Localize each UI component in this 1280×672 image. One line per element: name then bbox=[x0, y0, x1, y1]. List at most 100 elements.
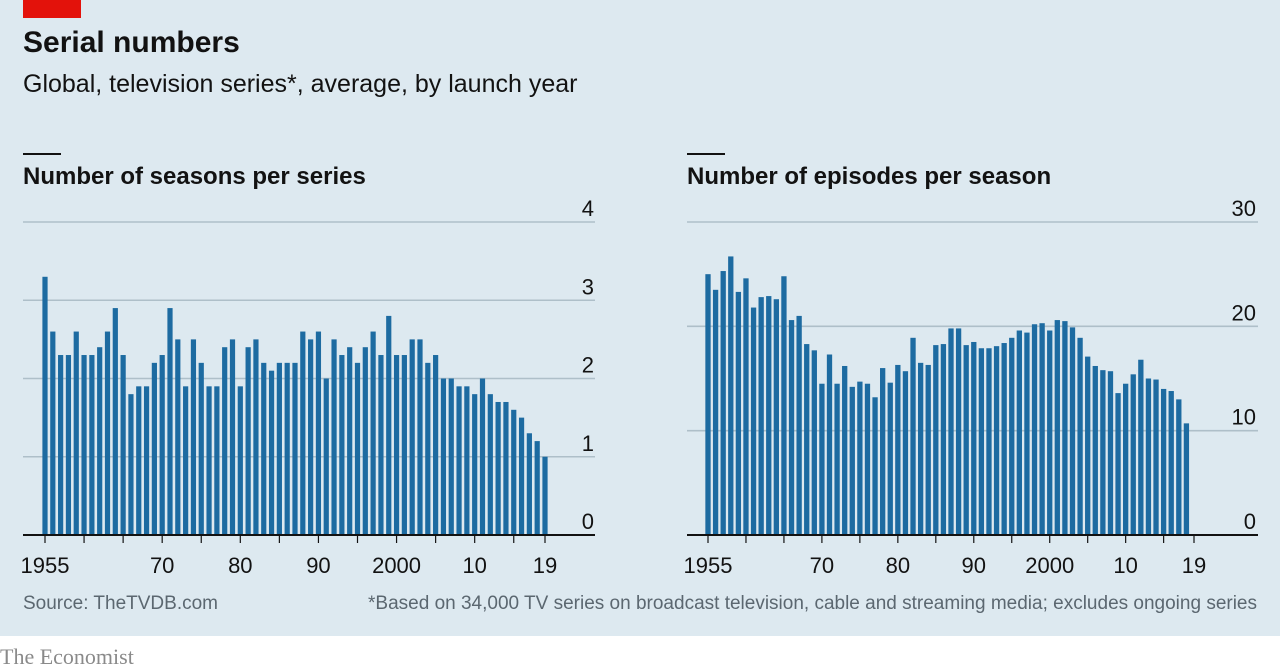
bar bbox=[511, 409, 517, 535]
bar bbox=[503, 401, 509, 535]
y-tick-label: 10 bbox=[1232, 405, 1256, 430]
y-tick-label: 4 bbox=[582, 196, 594, 221]
bar bbox=[712, 289, 719, 535]
bar bbox=[1092, 365, 1098, 535]
bar bbox=[409, 339, 415, 536]
bar bbox=[89, 355, 95, 535]
chart-1: Number of seasons per series 0 1 2 3 4 1955 70 8… bbox=[21, 153, 595, 578]
bar bbox=[104, 331, 111, 535]
chart-subtitle: Global, television series*, average, by … bbox=[23, 70, 578, 98]
bar bbox=[720, 271, 726, 535]
bar bbox=[834, 383, 840, 535]
bar bbox=[50, 331, 56, 535]
bar bbox=[42, 276, 48, 535]
x-tick-label: 2000 bbox=[372, 553, 421, 578]
bar bbox=[933, 345, 939, 535]
bar bbox=[315, 331, 322, 535]
y-tick-label: 3 bbox=[582, 274, 594, 299]
bar bbox=[826, 354, 833, 535]
bar bbox=[917, 362, 924, 535]
bar bbox=[910, 337, 916, 535]
bar bbox=[284, 362, 290, 535]
panel-title: Number of episodes per season bbox=[687, 163, 1051, 190]
chart-title: Serial numbers bbox=[23, 26, 240, 59]
bar bbox=[198, 362, 204, 535]
bar bbox=[58, 355, 64, 535]
bar bbox=[183, 386, 189, 535]
x-tick-label: 19 bbox=[533, 553, 557, 578]
y-tick-label: 2 bbox=[582, 353, 594, 378]
bar bbox=[175, 339, 181, 536]
bar bbox=[811, 350, 817, 535]
bar bbox=[1085, 356, 1091, 535]
bar bbox=[167, 308, 173, 535]
chart-panel: Serial numbers Global, television series… bbox=[0, 0, 1280, 636]
bar bbox=[425, 362, 431, 535]
bar bbox=[253, 339, 259, 536]
y-tick-label: 0 bbox=[582, 509, 594, 534]
bar bbox=[1183, 423, 1190, 535]
y-tick-label: 30 bbox=[1232, 196, 1256, 221]
bar bbox=[370, 331, 376, 535]
bar bbox=[1130, 374, 1136, 535]
bar bbox=[229, 339, 236, 536]
bar bbox=[433, 355, 439, 535]
bar bbox=[143, 386, 150, 535]
panel-title-rule bbox=[687, 153, 725, 155]
y-tick-label: 1 bbox=[582, 431, 594, 456]
chart-2: Number of episodes per season 0 10 20 30 1955… bbox=[684, 153, 1258, 578]
bar bbox=[766, 296, 772, 535]
x-tick-label: 10 bbox=[1113, 553, 1137, 578]
bar bbox=[479, 378, 486, 535]
bar bbox=[1100, 370, 1106, 535]
bar bbox=[112, 308, 118, 535]
bar bbox=[925, 364, 931, 535]
bar bbox=[842, 365, 848, 535]
bar bbox=[120, 355, 126, 535]
bar bbox=[222, 347, 228, 535]
bar bbox=[440, 378, 447, 535]
bar bbox=[1107, 371, 1114, 535]
bar bbox=[300, 331, 306, 535]
bar bbox=[978, 348, 985, 535]
x-tick-label: 1955 bbox=[684, 553, 733, 578]
bar bbox=[735, 291, 742, 535]
bar bbox=[526, 433, 532, 535]
bar bbox=[963, 345, 969, 535]
bar bbox=[796, 315, 802, 535]
bar bbox=[1123, 383, 1129, 535]
bar bbox=[1077, 337, 1083, 535]
bar bbox=[495, 401, 501, 535]
bar bbox=[534, 441, 540, 535]
bar bbox=[323, 378, 329, 535]
brand-wordmark: The Economist bbox=[0, 644, 134, 669]
bar bbox=[136, 386, 142, 535]
x-tick-label: 10 bbox=[462, 553, 486, 578]
x-tick-label: 80 bbox=[228, 553, 252, 578]
bar bbox=[804, 344, 810, 535]
bar bbox=[261, 362, 267, 535]
bar bbox=[993, 346, 1000, 535]
bar bbox=[268, 370, 275, 535]
bar bbox=[955, 328, 962, 535]
bar bbox=[781, 276, 787, 535]
x-tick-label: 1955 bbox=[21, 553, 70, 578]
bar bbox=[849, 386, 855, 535]
bar bbox=[857, 381, 863, 535]
bar bbox=[1024, 332, 1030, 535]
bar bbox=[331, 339, 337, 536]
bar bbox=[1062, 321, 1068, 535]
x-tick-label: 2000 bbox=[1025, 553, 1074, 578]
bar bbox=[872, 397, 878, 535]
bar bbox=[1016, 330, 1022, 535]
bar bbox=[1047, 330, 1053, 535]
bar bbox=[1069, 327, 1076, 535]
bar bbox=[472, 394, 478, 535]
bar bbox=[750, 307, 757, 535]
bar bbox=[81, 355, 87, 535]
x-tick-label: 90 bbox=[962, 553, 986, 578]
bar bbox=[190, 339, 197, 536]
bar bbox=[1115, 393, 1121, 535]
bar bbox=[1168, 391, 1174, 535]
bar bbox=[401, 355, 407, 535]
